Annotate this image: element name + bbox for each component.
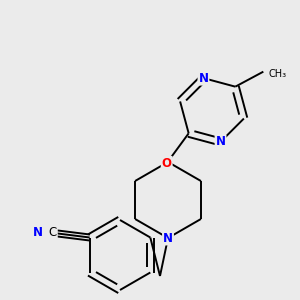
Text: C: C	[49, 226, 57, 239]
Text: N: N	[215, 135, 226, 148]
Text: N: N	[163, 232, 173, 244]
Text: N: N	[33, 226, 43, 239]
Text: N: N	[199, 72, 208, 85]
Text: CH₃: CH₃	[268, 69, 286, 79]
Text: O: O	[162, 157, 172, 170]
